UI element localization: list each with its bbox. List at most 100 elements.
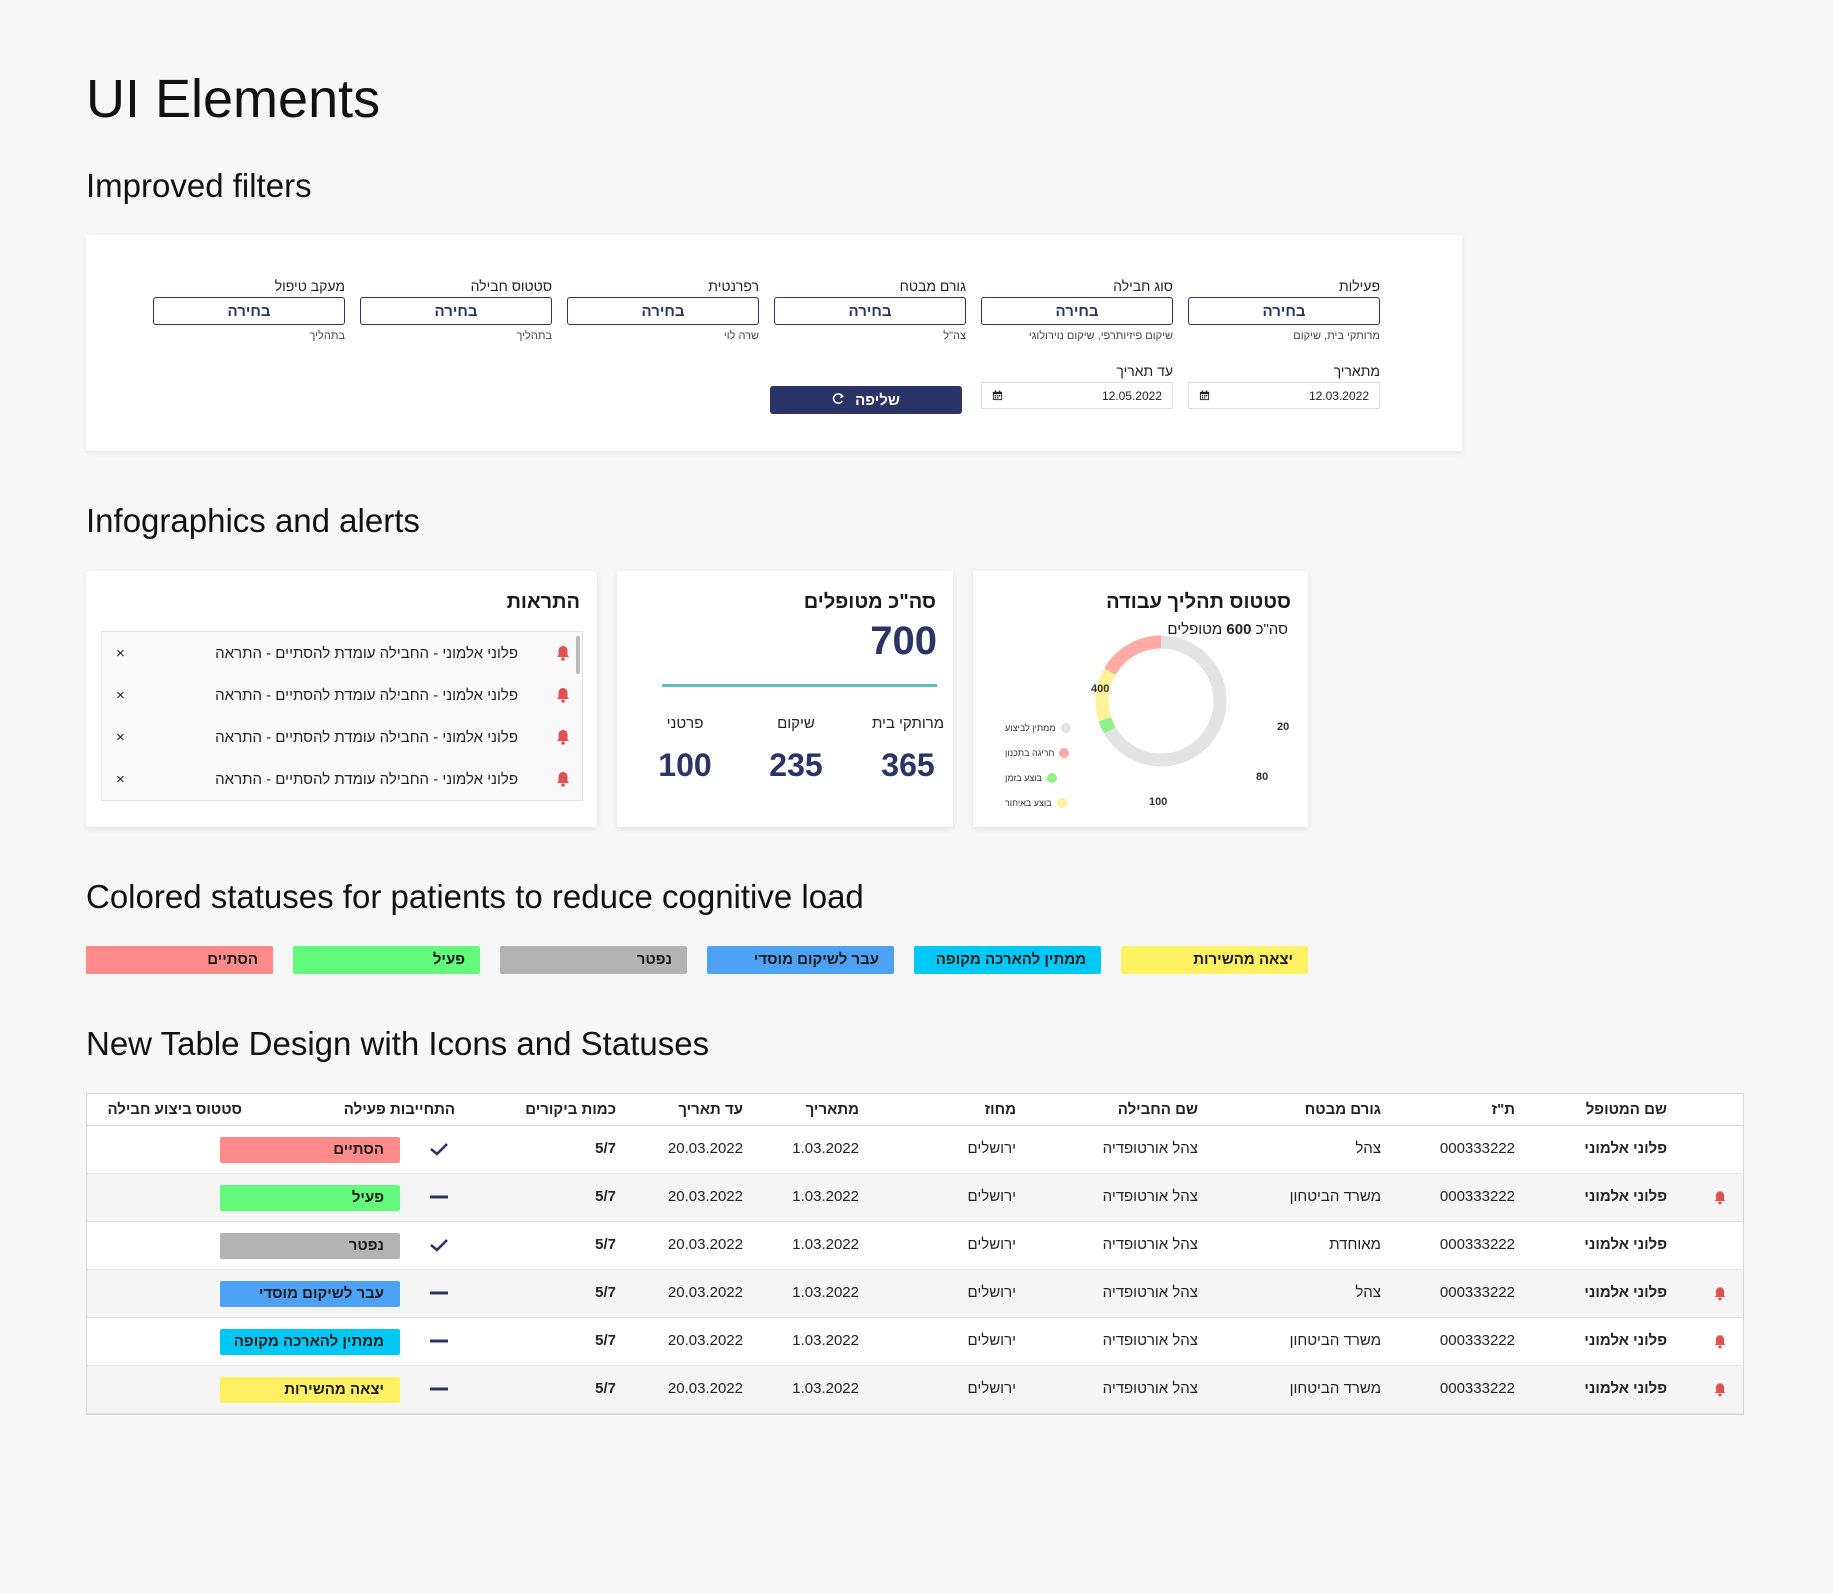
- package-name: צהל אורטופדיה: [1102, 1188, 1198, 1205]
- visits-count: 5/7: [595, 1140, 616, 1157]
- insurer: מאוחדת: [1329, 1236, 1381, 1253]
- header-to-date[interactable]: עד תאריך: [678, 1101, 743, 1118]
- from-date-value: 12.03.2022: [1308, 388, 1369, 403]
- work-status-card: סטטוס תהליך עבודה סה"כ 600 מטופלים 400 2…: [973, 571, 1308, 827]
- total-patients-card: סה"כ מטופלים 700 מרותקי בית 365 שיקום 23…: [617, 571, 953, 827]
- from-date-label: מתאריך: [1333, 363, 1380, 379]
- calendar-icon[interactable]: [1199, 390, 1210, 401]
- filter-package-status-select[interactable]: בחירה: [360, 297, 552, 325]
- filter-label: רפרנטית: [708, 278, 759, 294]
- table-row[interactable]: פלוני אלמוני 000333222 משרד הביטחון צהל אור…: [87, 1318, 1743, 1366]
- donut-segment-0: [1104, 635, 1227, 767]
- district: ירושלים: [967, 1140, 1016, 1157]
- to-date-label: עד תאריך: [1116, 363, 1173, 379]
- patient-id: 000333222: [1439, 1140, 1515, 1157]
- stat-value-private: 100: [658, 747, 712, 783]
- to-date: 20.03.2022: [667, 1236, 743, 1253]
- from-date: 1.03.2022: [792, 1380, 859, 1397]
- bell-icon[interactable]: [1712, 1189, 1728, 1206]
- close-icon[interactable]: ×: [116, 644, 125, 662]
- bell-icon[interactable]: [1712, 1381, 1728, 1398]
- dash-icon: [429, 1189, 449, 1205]
- header-active-commitment[interactable]: התחייבות פעילה: [343, 1101, 455, 1118]
- alert-item[interactable]: פלוני אלמוני - החבילה עומדת להסתיים - הת…: [102, 758, 584, 800]
- alerts-scrollbar[interactable]: [576, 636, 580, 674]
- package-name: צהל אורטופדיה: [1102, 1284, 1198, 1301]
- status-pill-ended: הסתיים: [86, 946, 273, 974]
- table-row[interactable]: פלוני אלמוני 000333222 צהל צהל אורטופדיה ירו…: [87, 1126, 1743, 1174]
- header-patient-name[interactable]: שם המטופל: [1585, 1101, 1667, 1118]
- filter-treatment-tracking-select[interactable]: בחירה: [153, 297, 345, 325]
- stat-label-home: מרותקי בית: [871, 715, 945, 732]
- district: ירושלים: [967, 1332, 1016, 1349]
- section-title-infographics: Infographics and alerts: [86, 502, 420, 539]
- bell-icon[interactable]: [1712, 1333, 1728, 1350]
- to-date-value: 12.05.2022: [1101, 388, 1162, 403]
- filter-selected-values: שרה לוי: [723, 330, 759, 342]
- header-insurer[interactable]: גורם מבטח: [1304, 1101, 1381, 1118]
- legend-label: בוצע באיחור: [1005, 798, 1052, 808]
- header-id[interactable]: ת"ז: [1491, 1101, 1515, 1118]
- dash-icon: [429, 1285, 449, 1301]
- package-name: צהל אורטופדיה: [1102, 1140, 1198, 1157]
- header-visits[interactable]: כמות ביקורים: [525, 1101, 616, 1118]
- table-row[interactable]: פלוני אלמוני 000333222 מאוחדת צהל אורטופדיה…: [87, 1222, 1743, 1270]
- label-waiting: 400: [1091, 683, 1110, 695]
- status-pill-deceased: נפטר: [500, 946, 687, 974]
- patient-name: פלוני אלמוני: [1584, 1236, 1667, 1253]
- close-icon[interactable]: ×: [116, 728, 125, 746]
- subtitle-total: 600: [1226, 621, 1252, 638]
- status-badge: נפטר: [220, 1233, 400, 1259]
- legend-item-late: בוצע באיחור: [1005, 798, 1067, 808]
- alert-item[interactable]: פלוני אלמוני - החבילה עומדת להסתיים - הת…: [102, 674, 584, 716]
- header-from-date[interactable]: מתאריך: [805, 1101, 859, 1118]
- legend-item-waiting: ממתין לביצוע: [1005, 723, 1071, 733]
- filter-selected-values: שיקום פיזיותרפי, שיקום נוירולוגי: [1028, 330, 1173, 342]
- alert-item[interactable]: פלוני אלמוני - החבילה עומדת להסתיים - הת…: [102, 716, 584, 758]
- alert-item[interactable]: פלוני אלמוני - החבילה עומדת להסתיים - הת…: [102, 632, 584, 674]
- filter-package-status: סטטוס חבילה בחירה בתהליך: [360, 275, 552, 342]
- header-package-status[interactable]: סטטוס ביצוע חבילה: [107, 1101, 242, 1118]
- to-date-group: עד תאריך 12.05.2022: [981, 360, 1173, 409]
- check-icon: [429, 1237, 449, 1253]
- calendar-icon[interactable]: [992, 390, 1003, 401]
- to-date: 20.03.2022: [667, 1332, 743, 1349]
- page-title: UI Elements: [86, 69, 381, 129]
- bell-icon[interactable]: [1712, 1285, 1728, 1302]
- patient-name: פלוני אלמוני: [1584, 1188, 1667, 1205]
- work-status-subtitle: סה"כ 600 מטופלים: [1167, 621, 1288, 638]
- insurer: משרד הביטחון: [1289, 1332, 1381, 1349]
- label-exceeded: 100: [1149, 796, 1168, 808]
- section-title-filters: Improved filters: [86, 167, 312, 204]
- table-row[interactable]: פלוני אלמוני 000333222 משרד הביטחון צהל אור…: [87, 1174, 1743, 1222]
- to-date-field[interactable]: 12.05.2022: [981, 382, 1173, 409]
- filter-referent-select[interactable]: בחירה: [567, 297, 759, 325]
- alert-text: פלוני אלמוני - החבילה עומדת להסתיים - הת…: [215, 686, 518, 704]
- table-row[interactable]: פלוני אלמוני 000333222 משרד הביטחון צהל אור…: [87, 1366, 1743, 1414]
- legend-dot: [1059, 748, 1070, 758]
- legend-item-exceeded: חריגה בתכנון: [1005, 748, 1070, 758]
- filter-activity-select[interactable]: בחירה: [1188, 297, 1380, 325]
- filter-insurer-select[interactable]: בחירה: [774, 297, 966, 325]
- close-icon[interactable]: ×: [116, 686, 125, 704]
- label-late: 80: [1256, 771, 1269, 783]
- from-date-field[interactable]: 12.03.2022: [1188, 382, 1380, 409]
- close-icon[interactable]: ×: [116, 770, 125, 788]
- visits-count: 5/7: [595, 1188, 616, 1205]
- donut-segment-1: [1098, 717, 1116, 734]
- dash-icon: [429, 1381, 449, 1397]
- legend-dot: [1056, 798, 1067, 808]
- filter-selected-values: צה"ל: [943, 330, 966, 342]
- table-row[interactable]: פלוני אלמוני 000333222 צהל צהל אורטופדיה ירו…: [87, 1270, 1743, 1318]
- district: ירושלים: [967, 1236, 1016, 1253]
- table-header: שם המטופל ת"ז גורם מבטח שם החבילה מחוז מ…: [87, 1094, 1743, 1126]
- subtitle-suffix: מטופלים: [1167, 621, 1223, 638]
- retrieve-button[interactable]: שליפה: [770, 386, 962, 414]
- donut-chart: [1095, 635, 1227, 767]
- status-badge: יצאה מהשירות: [220, 1377, 400, 1403]
- header-district[interactable]: מחוז: [984, 1101, 1016, 1118]
- header-package-name[interactable]: שם החבילה: [1117, 1101, 1198, 1118]
- to-date: 20.03.2022: [667, 1140, 743, 1157]
- donut-segment-2: [1095, 668, 1116, 722]
- filter-package-type-select[interactable]: בחירה: [981, 297, 1173, 325]
